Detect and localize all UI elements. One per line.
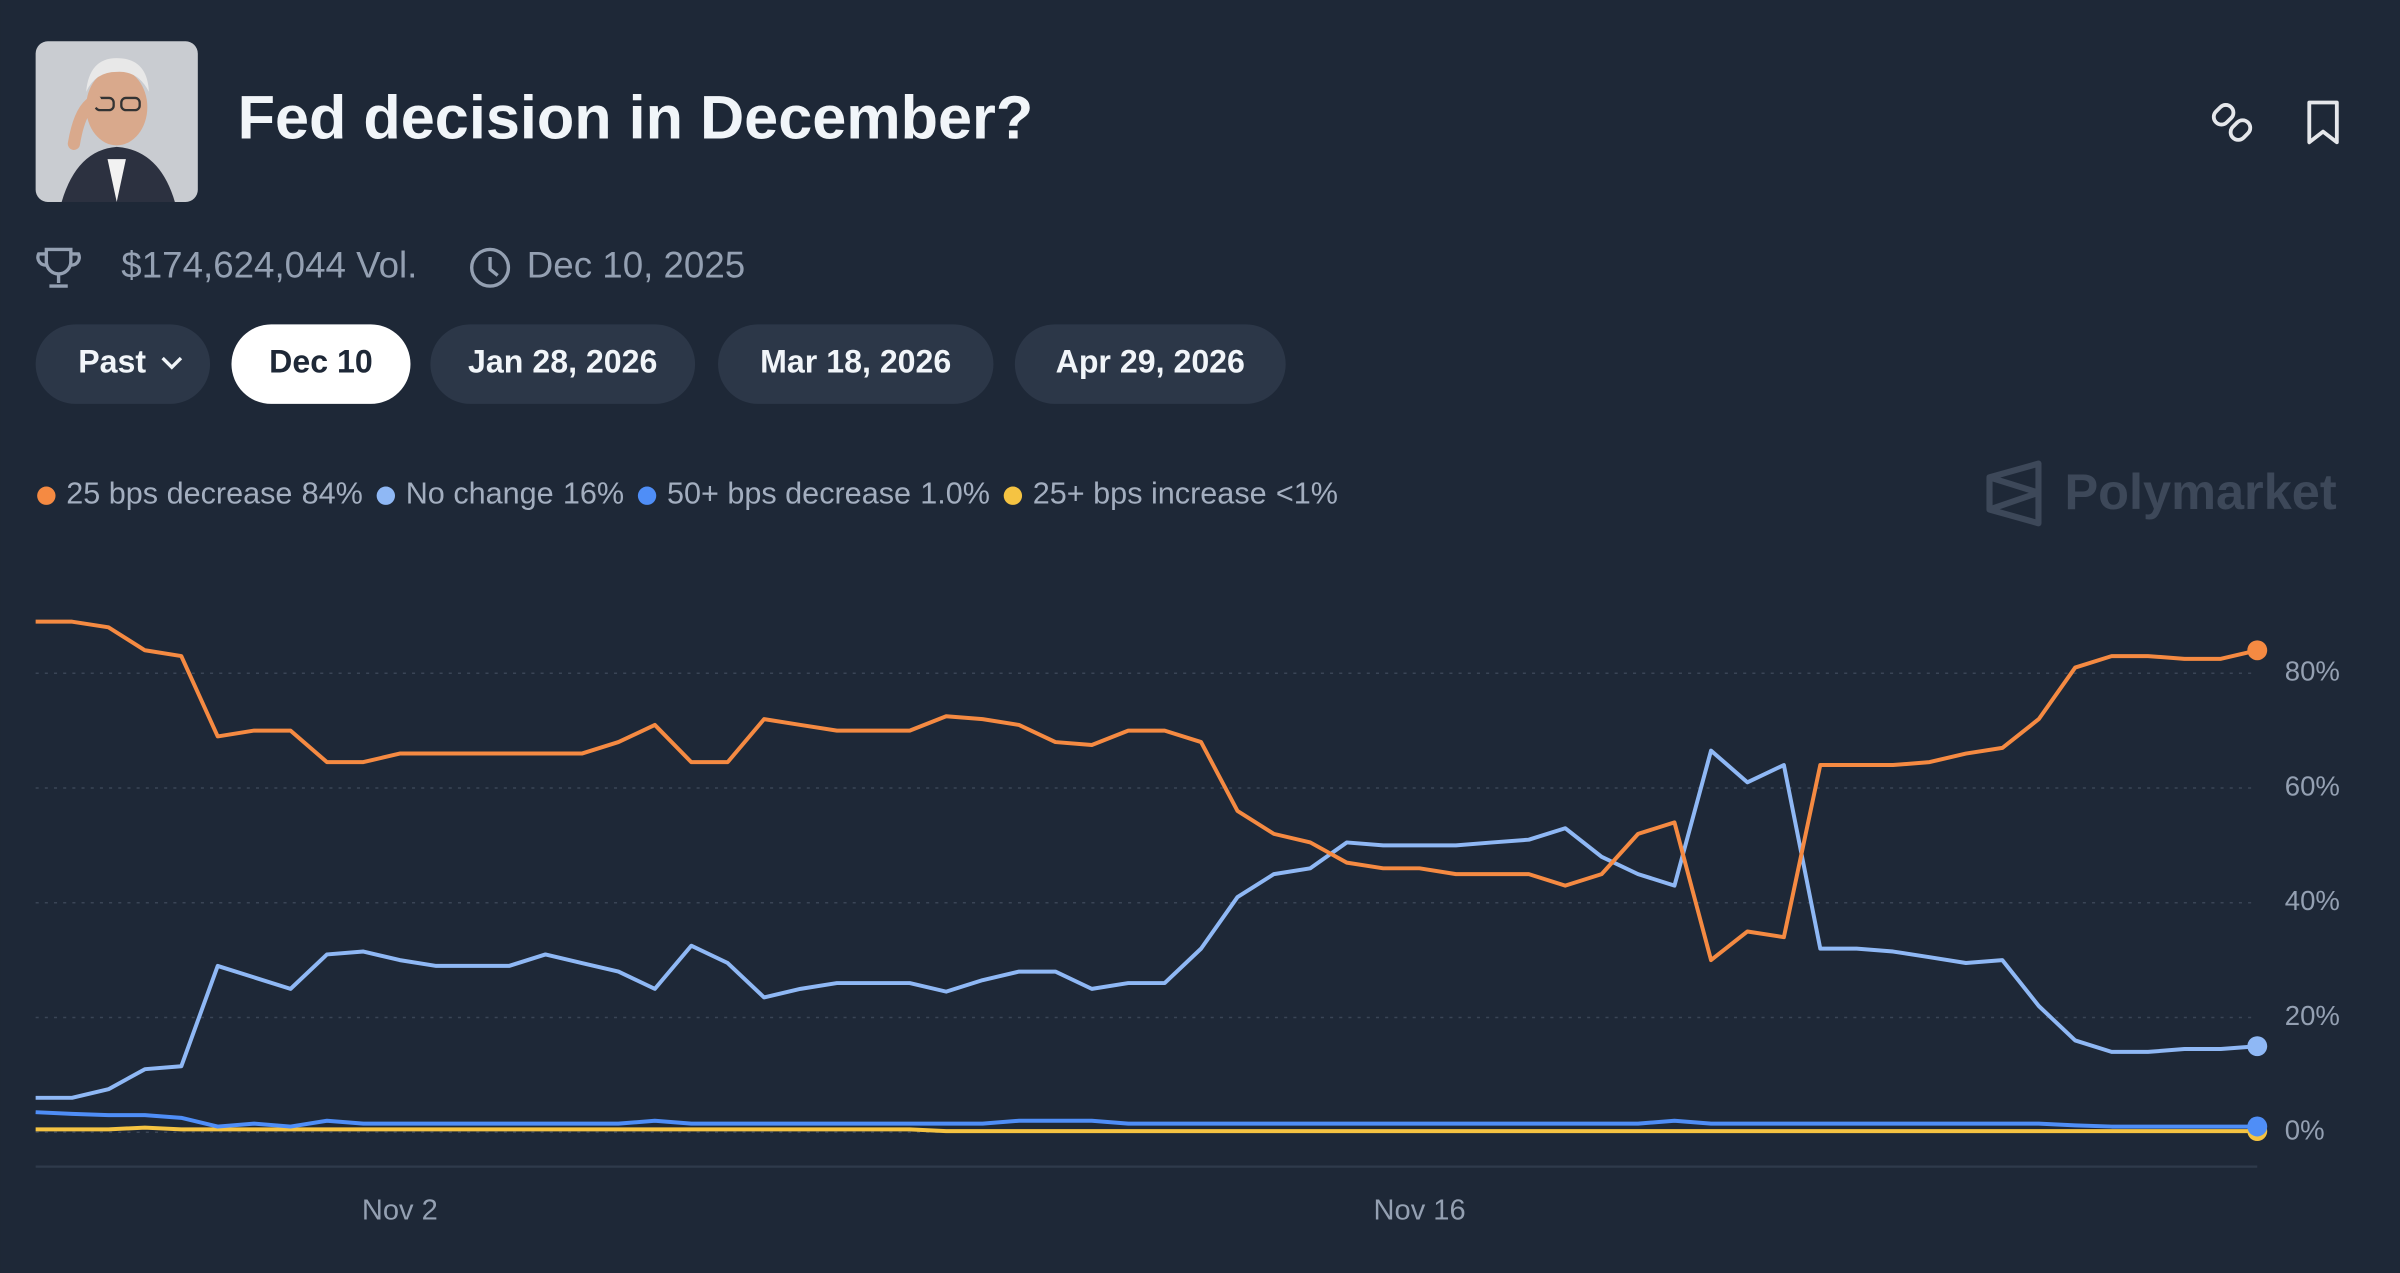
trophy-icon [36, 247, 81, 288]
plot: 0% 20% 40% 60% 80% Nov 2 Nov 16 [35, 619, 2340, 1226]
legend-entry: 25+ bps increase <1% [1033, 477, 1338, 511]
legend-dot [1003, 486, 1023, 505]
legend-entry: 50+ bps decrease 1.0% [667, 477, 990, 511]
tab-past[interactable]: Past [35, 324, 211, 404]
market-image [35, 41, 198, 202]
end-date: Dec 10, 2025 [527, 244, 745, 285]
tab-label[interactable]: Jan 28, 2026 [468, 344, 657, 380]
tab-label[interactable]: Mar 18, 2026 [760, 344, 951, 380]
legend-value: 16% [563, 477, 624, 511]
tab[interactable]: Mar 18, 2026 [718, 324, 994, 404]
series-line [35, 748, 2258, 1100]
legend-dot [37, 486, 56, 505]
clock-icon [470, 247, 511, 288]
series-line [35, 619, 2258, 963]
y-tick-label: 60% [2285, 770, 2340, 801]
tab-label[interactable]: Apr 29, 2026 [1056, 344, 1245, 380]
y-tick-label: 20% [2285, 1000, 2340, 1031]
legend: 25 bps decrease 84% No change 16% 50+ bps de… [37, 477, 1338, 511]
volume: $174,624,044 Vol. [121, 244, 417, 285]
legend-name: 25 bps decrease [66, 477, 292, 511]
legend-entry: 25 bps decrease 84% [66, 477, 363, 511]
legend-dot [637, 486, 657, 505]
y-tick-label: 40% [2285, 885, 2340, 916]
tab[interactable]: Apr 29, 2026 [1014, 324, 1286, 404]
market-title: Fed decision in December? [238, 84, 1034, 152]
series-line [35, 1110, 2258, 1129]
legend-dot [376, 486, 395, 505]
end-dot [2247, 1036, 2268, 1057]
tab-label[interactable]: Past [78, 344, 146, 380]
watermark: Polymarket [2064, 463, 2336, 520]
tab-selected[interactable]: Dec 10 [231, 324, 411, 404]
legend-value: 1.0% [920, 477, 990, 511]
legend-value: 84% [302, 477, 363, 511]
link-icon[interactable] [2211, 102, 2254, 143]
legend-value: <1% [1276, 477, 1338, 511]
tab-label[interactable]: Dec 10 [269, 344, 373, 380]
end-dot [2247, 640, 2268, 661]
legend-name: No change [406, 477, 554, 511]
tab[interactable]: Jan 28, 2026 [430, 324, 696, 404]
legend-name: 25+ bps increase [1033, 477, 1267, 511]
end-dot [2247, 1116, 2268, 1137]
y-tick-label: 80% [2285, 656, 2340, 687]
legend-name: 50+ bps decrease [667, 477, 911, 511]
x-tick-label: Nov 2 [362, 1194, 438, 1226]
x-tick-label: Nov 16 [1374, 1194, 1466, 1226]
watermark-logo [1986, 460, 2042, 527]
series-line [35, 1125, 2258, 1134]
y-tick-label: 0% [2285, 1115, 2325, 1146]
bookmark-icon[interactable] [2307, 100, 2339, 145]
legend-entry: No change 16% [406, 477, 624, 511]
